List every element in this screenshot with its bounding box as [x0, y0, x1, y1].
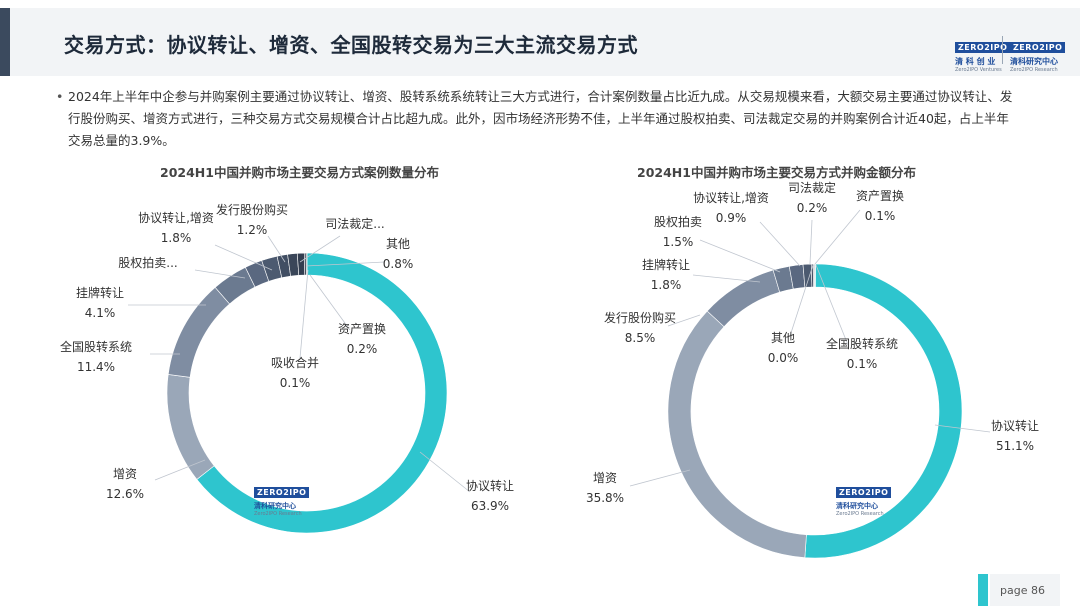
slice-label-value: 11.4%	[77, 360, 115, 374]
chart2-title: 2024H1中国并购市场主要交易方式并购金额分布	[637, 165, 916, 180]
leader-line	[692, 274, 761, 283]
slice-label-value: 1.5%	[663, 235, 694, 249]
page-number: page 86	[1000, 584, 1045, 597]
leader-line	[305, 261, 386, 267]
slice-label-name: 股权拍卖...	[118, 255, 177, 270]
slice-label-value: 0.9%	[716, 211, 747, 225]
watermark-logo-2: ZERO2IPO 清科研究中心 Zero2IPO Research	[836, 480, 892, 517]
slice-协议转让,增资	[802, 263, 813, 288]
leader-line	[667, 314, 701, 327]
leader-line	[419, 451, 471, 493]
slice-label-value: 8.5%	[625, 331, 656, 345]
chart1-title: 2024H1中国并购市场主要交易方式案例数量分布	[160, 165, 439, 180]
slice-label-name: 协议转让,增资	[693, 190, 769, 205]
chart2-donut	[667, 263, 963, 559]
slice-其他	[296, 252, 306, 276]
leader-line	[299, 235, 341, 263]
slice-label-value: 0.2%	[797, 201, 828, 215]
slice-label-name: 挂牌转让	[76, 285, 124, 300]
leader-line	[154, 459, 206, 481]
slice-label-value: 0.1%	[280, 376, 311, 390]
watermark-logo-1: ZERO2IPO 清科研究中心 Zero2IPO Research	[254, 480, 310, 517]
slice-label-name: 吸收合并	[271, 355, 319, 370]
slice-协议转让	[804, 263, 963, 559]
slice-label-name: 全国股转系统	[60, 339, 132, 354]
slice-label-name: 发行股份购买	[604, 310, 676, 325]
slice-label-value: 0.0%	[768, 351, 799, 365]
slice-label-name: 发行股份购买	[216, 202, 288, 217]
leader-line	[789, 264, 814, 337]
slice-label-value: 63.9%	[471, 499, 509, 513]
slice-label-name: 司法裁定	[788, 180, 836, 195]
slice-label-name: 其他	[771, 331, 795, 345]
slice-label-value: 4.1%	[85, 306, 116, 320]
slice-label-value: 1.8%	[161, 231, 192, 245]
leader-line	[759, 221, 801, 267]
slice-label-name: 资产置换	[338, 322, 386, 336]
slice-其他	[814, 263, 816, 288]
slice-label-value: 0.8%	[383, 257, 414, 271]
slice-label-value: 0.1%	[847, 357, 878, 371]
slice-label-name: 资产置换	[856, 189, 904, 203]
slice-label-name: 其他	[386, 237, 410, 251]
slice-label-value: 1.2%	[237, 223, 268, 237]
leader-line	[214, 244, 273, 271]
slice-label-value: 35.8%	[586, 491, 624, 505]
slice-吸收合并	[305, 252, 308, 276]
left-accent-bar	[0, 8, 10, 76]
slice-label-name: 全国股转系统	[826, 336, 898, 351]
leader-line	[629, 469, 691, 487]
leader-line	[299, 269, 309, 359]
leader-line	[814, 209, 861, 265]
chart-labels: 协议转让 63.9% 增资 12.6% 全国股转系统 11.4% 挂牌转让 4.1% 股权拍卖.…	[60, 180, 1039, 513]
slice-label-name: 协议转让	[991, 418, 1039, 433]
header-band	[10, 8, 1080, 76]
zero2ipo-research-logo: ZERO2IPO 清科研究中心 Zero2IPO Research	[1010, 35, 1066, 73]
slice-增资	[166, 374, 215, 480]
page-accent	[978, 574, 988, 606]
slice-label-value: 12.6%	[106, 487, 144, 501]
summary-paragraph: 2024年上半年中企参与并购案例主要通过协议转让、增资、股转系统系统转让三大方式…	[56, 86, 1018, 152]
logo-divider	[1002, 36, 1003, 64]
leader-line	[699, 239, 781, 273]
slice-增资	[667, 310, 807, 558]
chart1-donut	[166, 252, 448, 534]
slice-label-value: 0.2%	[347, 342, 378, 356]
slice-label-value: 1.8%	[651, 278, 682, 292]
slice-label-value: 0.1%	[865, 209, 896, 223]
leader-line	[309, 274, 351, 331]
slice-label-name: 增资	[593, 471, 617, 485]
leader-line	[809, 219, 813, 265]
leader-line	[267, 235, 286, 263]
slice-label-name: 股权拍卖	[654, 214, 702, 229]
slice-label-name: 增资	[113, 467, 137, 481]
slice-协议转让	[196, 252, 448, 534]
slice-label-name: 挂牌转让	[642, 257, 690, 272]
slice-label-name: 协议转让,增资	[138, 210, 214, 225]
page-title: 交易方式：协议转让、增资、全国股转交易为三大主流交易方式	[64, 33, 638, 57]
slice-发行股份购买	[706, 269, 781, 328]
slice-label-value: 51.1%	[996, 439, 1034, 453]
leader-line	[934, 424, 991, 433]
page-box	[990, 574, 1060, 606]
slice-label-name: 协议转让	[466, 478, 514, 493]
leader-line	[815, 264, 849, 346]
leader-line	[194, 269, 246, 279]
zero2ipo-ventures-logo: ZERO2IPO 清 科 创 业 Zero2IPO Ventures	[955, 35, 1011, 73]
slice-全国股转系统	[167, 286, 230, 378]
slice-label-name: 司法裁定...	[325, 216, 384, 231]
